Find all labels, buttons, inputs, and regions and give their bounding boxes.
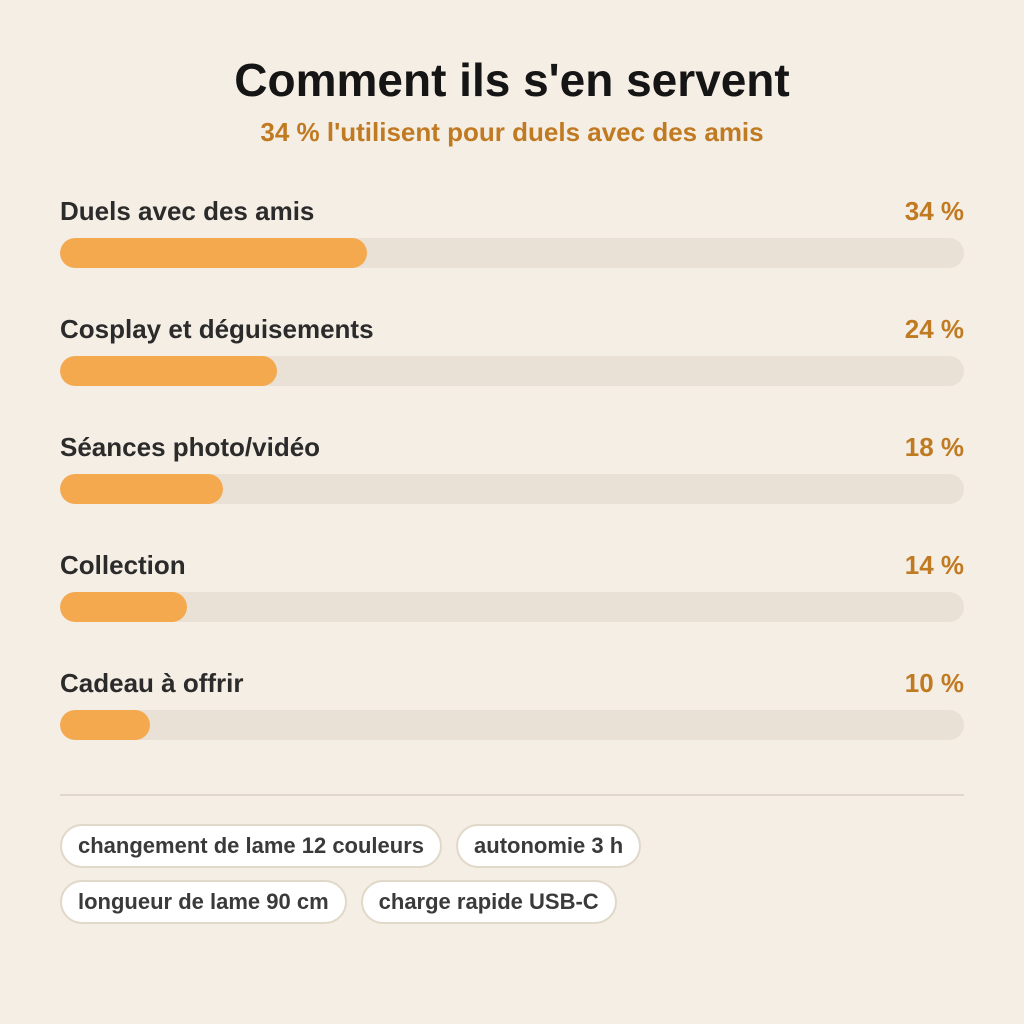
feature-tag: changement de lame 12 couleurs — [60, 824, 443, 868]
bar-track — [60, 474, 964, 504]
bar-fill — [60, 592, 187, 622]
infographic-card: Comment ils s'en servent 34 % l'utilisen… — [60, 0, 964, 1024]
feature-tag: charge rapide USB-C — [360, 880, 617, 924]
bar-value-label: 18 % — [904, 432, 964, 462]
chart-title: Comment ils s'en servent — [234, 54, 790, 106]
bar-track — [60, 710, 964, 740]
bar-fill — [60, 238, 368, 268]
bar-fill — [60, 710, 151, 740]
bar-label: Collection — [60, 550, 186, 580]
bar-list: Duels avec des amis 34 % Cosplay et déguis… — [60, 192, 964, 782]
bar-row: Duels avec des amis 34 % — [60, 192, 964, 310]
feature-tag: longueur de lame 90 cm — [60, 880, 347, 924]
feature-tags: changement de lame 12 couleurs autonomie … — [60, 824, 964, 936]
bar-fill — [60, 356, 277, 386]
tag-row: changement de lame 12 couleurs autonomie … — [60, 824, 964, 868]
bar-row: Collection 14 % — [60, 546, 964, 664]
bar-label: Cosplay et déguisements — [60, 314, 374, 344]
bar-fill — [60, 474, 223, 504]
bar-label: Cadeau à offrir — [60, 668, 244, 698]
bar-label: Duels avec des amis — [60, 196, 315, 226]
bar-value-label: 34 % — [904, 196, 964, 226]
tag-row: longueur de lame 90 cm charge rapide USB-… — [60, 880, 964, 924]
bar-label: Séances photo/vidéo — [60, 432, 321, 462]
bar-row: Séances photo/vidéo 18 % — [60, 428, 964, 546]
bar-row: Cosplay et déguisements 24 % — [60, 310, 964, 428]
bar-value-label: 14 % — [904, 550, 964, 580]
bar-value-label: 10 % — [904, 668, 964, 698]
chart-subtitle: 34 % l'utilisent pour duels avec des ami… — [260, 117, 764, 147]
bar-track — [60, 592, 964, 622]
bar-track — [60, 238, 964, 268]
feature-tag: autonomie 3 h — [456, 824, 642, 868]
divider — [60, 794, 964, 796]
bar-track — [60, 356, 964, 386]
bar-value-label: 24 % — [904, 314, 964, 344]
bar-row: Cadeau à offrir 10 % — [60, 664, 964, 782]
